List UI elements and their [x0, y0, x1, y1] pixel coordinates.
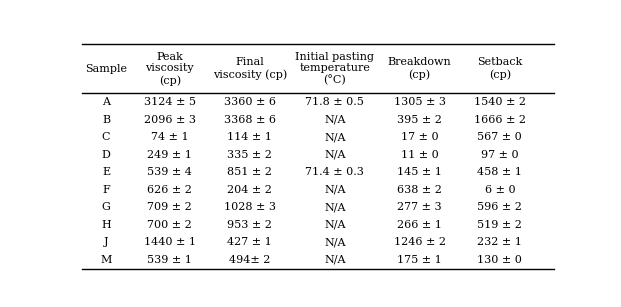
Text: N/A: N/A [324, 115, 345, 125]
Text: 1246 ± 2: 1246 ± 2 [394, 237, 446, 247]
Text: 145 ± 1: 145 ± 1 [397, 167, 442, 177]
Text: 626 ± 2: 626 ± 2 [147, 185, 192, 195]
Text: Final
viscosity (cp): Final viscosity (cp) [213, 57, 287, 80]
Text: 1028 ± 3: 1028 ± 3 [224, 202, 276, 212]
Text: 395 ± 2: 395 ± 2 [397, 115, 442, 125]
Text: N/A: N/A [324, 237, 345, 247]
Text: 1540 ± 2: 1540 ± 2 [474, 97, 526, 107]
Text: 709 ± 2: 709 ± 2 [147, 202, 192, 212]
Text: N/A: N/A [324, 185, 345, 195]
Text: 114 ± 1: 114 ± 1 [227, 132, 273, 142]
Text: F: F [102, 185, 110, 195]
Text: E: E [102, 167, 110, 177]
Text: 567 ± 0: 567 ± 0 [478, 132, 522, 142]
Text: 494± 2: 494± 2 [229, 255, 271, 265]
Text: N/A: N/A [324, 255, 345, 265]
Text: N/A: N/A [324, 150, 345, 160]
Text: N/A: N/A [324, 202, 345, 212]
Text: 519 ± 2: 519 ± 2 [478, 220, 522, 230]
Text: D: D [102, 150, 111, 160]
Text: 175 ± 1: 175 ± 1 [397, 255, 442, 265]
Text: Setback
(cp): Setback (cp) [477, 57, 522, 80]
Text: 427 ± 1: 427 ± 1 [227, 237, 272, 247]
Text: 2096 ± 3: 2096 ± 3 [143, 115, 196, 125]
Text: 953 ± 2: 953 ± 2 [227, 220, 273, 230]
Text: 539 ± 4: 539 ± 4 [147, 167, 192, 177]
Text: C: C [102, 132, 111, 142]
Text: 232 ± 1: 232 ± 1 [478, 237, 522, 247]
Text: 1305 ± 3: 1305 ± 3 [394, 97, 446, 107]
Text: J: J [104, 237, 108, 247]
Text: 638 ± 2: 638 ± 2 [397, 185, 442, 195]
Text: 249 ± 1: 249 ± 1 [147, 150, 192, 160]
Text: Peak
viscosity
(cp): Peak viscosity (cp) [145, 52, 194, 86]
Text: 700 ± 2: 700 ± 2 [147, 220, 192, 230]
Text: A: A [102, 97, 110, 107]
Text: 3360 ± 6: 3360 ± 6 [224, 97, 276, 107]
Text: H: H [101, 220, 111, 230]
Text: 1666 ± 2: 1666 ± 2 [474, 115, 526, 125]
Text: B: B [102, 115, 110, 125]
Text: 74 ± 1: 74 ± 1 [151, 132, 189, 142]
Text: 266 ± 1: 266 ± 1 [397, 220, 442, 230]
Text: 97 ± 0: 97 ± 0 [481, 150, 519, 160]
Text: 204 ± 2: 204 ± 2 [227, 185, 273, 195]
Text: 71.8 ± 0.5: 71.8 ± 0.5 [306, 97, 364, 107]
Text: 130 ± 0: 130 ± 0 [478, 255, 522, 265]
Text: N/A: N/A [324, 132, 345, 142]
Text: 3124 ± 5: 3124 ± 5 [143, 97, 196, 107]
Text: 277 ± 3: 277 ± 3 [397, 202, 442, 212]
Text: 539 ± 1: 539 ± 1 [147, 255, 192, 265]
Text: 851 ± 2: 851 ± 2 [227, 167, 273, 177]
Text: G: G [102, 202, 111, 212]
Text: Initial pasting
temperature
(°C): Initial pasting temperature (°C) [295, 52, 374, 86]
Text: 1440 ± 1: 1440 ± 1 [143, 237, 196, 247]
Text: 335 ± 2: 335 ± 2 [227, 150, 273, 160]
Text: Sample: Sample [85, 64, 127, 74]
Text: 6 ± 0: 6 ± 0 [484, 185, 515, 195]
Text: 458 ± 1: 458 ± 1 [478, 167, 522, 177]
Text: 596 ± 2: 596 ± 2 [478, 202, 522, 212]
Text: Breakdown
(cp): Breakdown (cp) [388, 57, 451, 80]
Text: N/A: N/A [324, 220, 345, 230]
Text: 3368 ± 6: 3368 ± 6 [224, 115, 276, 125]
Text: 71.4 ± 0.3: 71.4 ± 0.3 [306, 167, 364, 177]
Text: M: M [101, 255, 112, 265]
Text: 17 ± 0: 17 ± 0 [401, 132, 438, 142]
Text: 11 ± 0: 11 ± 0 [401, 150, 438, 160]
